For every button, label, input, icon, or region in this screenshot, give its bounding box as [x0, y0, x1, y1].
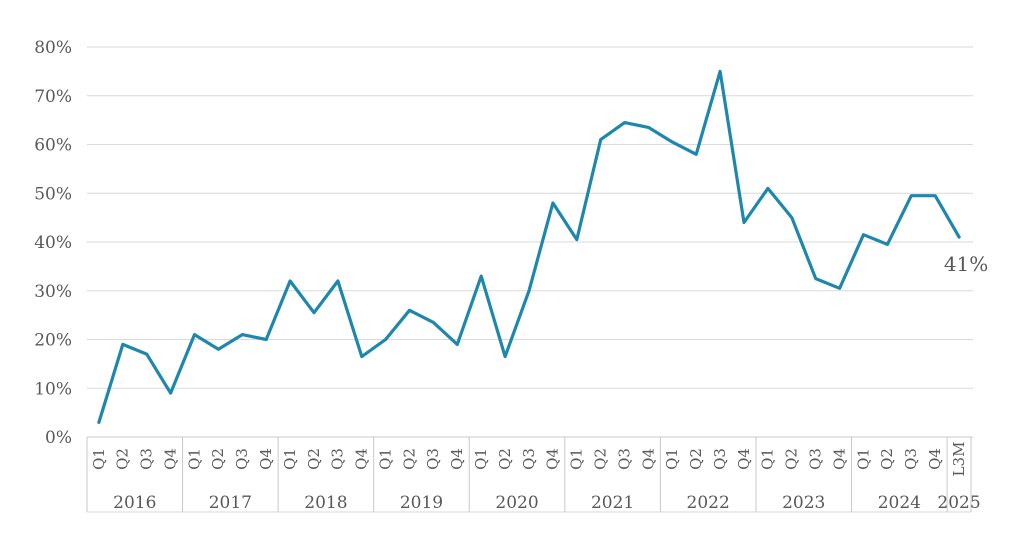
x-axis-quarter-label: Q3 — [520, 448, 538, 470]
x-axis-quarter-label: Q2 — [209, 448, 227, 470]
x-axis-quarter-label: Q3 — [902, 448, 920, 470]
x-axis-quarter-label: Q4 — [926, 448, 944, 470]
y-axis-tick-label: 80% — [34, 38, 72, 58]
x-axis-year-label: 2022 — [687, 493, 730, 513]
x-axis-quarter-label: Q2 — [878, 448, 896, 470]
x-axis-quarter-label: Q2 — [496, 448, 514, 470]
series-line — [97, 69, 961, 424]
x-axis-quarter-label: Q3 — [711, 448, 729, 470]
y-axis-tick-label: 20% — [34, 331, 72, 351]
x-axis-quarter-label: Q2 — [114, 448, 132, 470]
y-axis-tick-label: 60% — [34, 136, 72, 156]
x-axis-year-label: 2017 — [209, 493, 252, 513]
x-axis-quarter-label: Q4 — [544, 448, 562, 470]
x-axis-quarter-label: Q3 — [329, 448, 347, 470]
x-axis-quarter-label: Q4 — [353, 448, 371, 470]
y-axis-tick-label: 40% — [34, 233, 72, 253]
y-axis-tick-label: 50% — [34, 184, 72, 204]
x-axis-quarter-label: Q1 — [90, 448, 108, 470]
data-labels-group: 41% — [944, 252, 988, 276]
x-axis-year-label: 2020 — [495, 493, 538, 513]
x-axis-quarter-label: Q2 — [783, 448, 801, 470]
y-axis-labels-group: 0% 10% 20% 30% 40% 50% 60% 70% 80% — [34, 38, 72, 448]
y-axis-tick-label: 30% — [34, 282, 72, 302]
x-axis-quarter-label: L3M — [950, 442, 968, 477]
x-axis-year-label: 2018 — [304, 493, 347, 513]
x-axis-quarter-label: Q3 — [424, 448, 442, 470]
x-axis-quarter-label: Q1 — [759, 448, 777, 470]
x-axis-quarter-label: Q4 — [161, 448, 179, 470]
x-axis-year-label: 2023 — [782, 493, 825, 513]
x-axis-quarter-label: Q1 — [281, 448, 299, 470]
x-axis-year-label: 2019 — [400, 493, 443, 513]
x-axis-quarter-label: Q1 — [472, 448, 490, 470]
x-axis-quarter-label: Q1 — [185, 448, 203, 470]
x-axis-quarter-label: Q3 — [233, 448, 251, 470]
y-axis-tick-label: 0% — [45, 428, 72, 448]
x-axis-year-label: 2025 — [937, 493, 980, 513]
y-axis-tick-label: 10% — [34, 379, 72, 399]
x-axis-quarter-label: Q3 — [138, 448, 156, 470]
x-axis-year-label: 2024 — [878, 493, 921, 513]
x-axis-quarter-label: Q1 — [376, 448, 394, 470]
x-axis-quarter-label: Q4 — [257, 448, 275, 470]
x-axis-quarter-label: Q1 — [568, 448, 586, 470]
gridlines-group — [87, 46, 973, 438]
x-axis-quarter-label: Q4 — [639, 448, 657, 470]
series-group — [97, 69, 961, 424]
x-axis-quarter-label: Q1 — [663, 448, 681, 470]
x-axis-quarter-label: Q2 — [687, 448, 705, 470]
x-axis-quarter-label: Q2 — [400, 448, 418, 470]
x-axis-quarter-label: Q4 — [830, 448, 848, 470]
x-axis-quarter-label: Q2 — [591, 448, 609, 470]
x-axis-quarter-label: Q4 — [735, 448, 753, 470]
x-axis-quarter-label: Q4 — [448, 448, 466, 470]
x-axis-quarter-label: Q2 — [305, 448, 323, 470]
x-axis-quarter-label: Q3 — [807, 448, 825, 470]
last-point-data-label: 41% — [944, 252, 988, 276]
x-axis-quarter-label: Q1 — [854, 448, 872, 470]
x-axis-year-label: 2021 — [591, 493, 634, 513]
y-axis-tick-label: 70% — [34, 87, 72, 107]
x-axis-year-label: 2016 — [113, 493, 156, 513]
x-axis-quarter-label: Q3 — [615, 448, 633, 470]
